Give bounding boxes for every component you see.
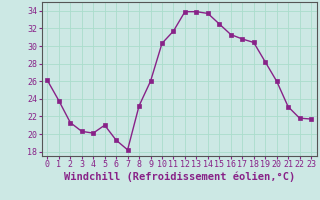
X-axis label: Windchill (Refroidissement éolien,°C): Windchill (Refroidissement éolien,°C) [64, 172, 295, 182]
